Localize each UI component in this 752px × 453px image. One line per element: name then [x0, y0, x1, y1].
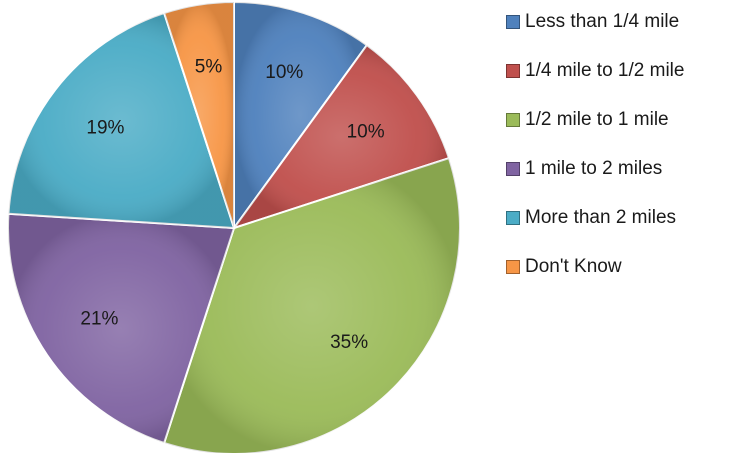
pie-data-label: 10% [347, 121, 385, 142]
legend-swatch [506, 260, 520, 274]
pie-data-label: 10% [265, 62, 303, 83]
legend: Less than 1/4 mile 1/4 mile to 1/2 mile 1/… [506, 10, 684, 304]
pie-data-label: 19% [86, 117, 124, 138]
legend-item: More than 2 miles [506, 206, 684, 230]
pie-slice-shading [234, 45, 449, 229]
legend-swatch [506, 162, 520, 176]
pie-slice-shading [8, 13, 235, 228]
pie-slice-shading [164, 158, 460, 453]
pie-data-label: 35% [330, 332, 368, 353]
legend-label: 1 mile to 2 miles [525, 158, 663, 179]
legend-item: 1 mile to 2 miles [506, 157, 684, 181]
legend-label: 1/2 mile to 1 mile [525, 109, 669, 130]
pie-slices [7, 0, 461, 453]
legend-swatch [506, 15, 520, 29]
legend-label: Don't Know [525, 256, 622, 277]
legend-swatch [506, 113, 520, 127]
legend-item: Don't Know [506, 255, 684, 279]
legend-swatch [506, 64, 520, 78]
pie-slice-shading [164, 1, 234, 228]
pie-slice-shading [234, 2, 367, 228]
legend-swatch [506, 211, 520, 225]
legend-item: Less than 1/4 mile [506, 10, 684, 34]
pie-data-labels: 10% 10% 35% 21% 19% 5% [80, 56, 384, 353]
legend-item: 1/2 mile to 1 mile [506, 108, 684, 132]
pie-data-label: 21% [80, 309, 118, 330]
legend-label: Less than 1/4 mile [525, 11, 680, 32]
legend-label: More than 2 miles [525, 207, 677, 228]
pie-data-label: 5% [195, 56, 223, 77]
legend-item: 1/4 mile to 1/2 mile [506, 59, 684, 83]
pie-slice-shading [7, 213, 234, 443]
legend-label: 1/4 mile to 1/2 mile [525, 60, 685, 81]
